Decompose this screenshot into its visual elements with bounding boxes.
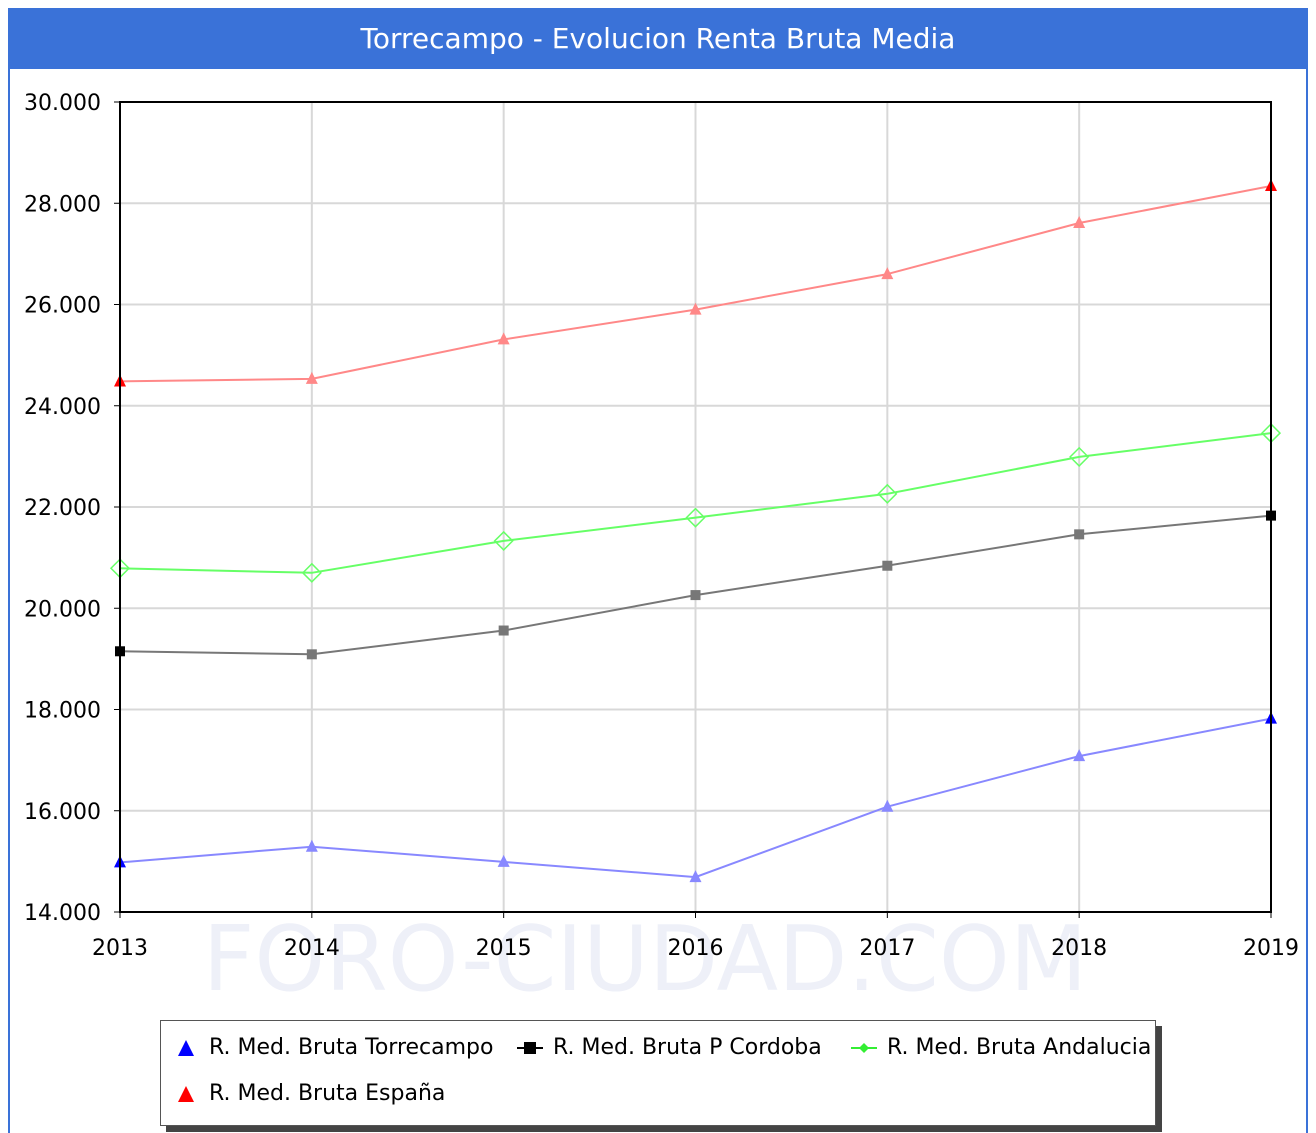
chart-title: Torrecampo - Evolucion Renta Bruta Media [360,22,956,55]
x-tick-label: 2013 [92,936,148,961]
watermark-text: FORO-CIUDAD.COM [203,907,1088,1010]
red-triangle-icon [178,1085,194,1102]
y-tick-label: 24.000 [24,395,101,420]
legend-item-torrecampo: R. Med. Bruta Torrecampo [171,1035,494,1060]
legend-label: R. Med. Bruta Torrecampo [209,1035,494,1060]
black-square-icon [517,1041,543,1054]
data-point-andalucia [301,562,322,583]
x-tick-label: 2019 [1243,936,1299,961]
y-tick-label: 26.000 [24,294,101,319]
grid-lines [119,101,1272,913]
legend-label: R. Med. Bruta P Cordoba [553,1035,822,1060]
data-point-cordoba [690,590,701,601]
data-point-torrecampo [497,854,510,867]
x-tick-label: 2014 [284,936,340,961]
chart-title-bar: Torrecampo - Evolucion Renta Bruta Media [8,8,1308,69]
series-torrecampo [114,711,1277,883]
legend-label: R. Med. Bruta Andalucia [887,1035,1152,1060]
data-point-espana [305,371,318,384]
series-andalucia [109,423,1282,583]
y-axis-ticks: 14.000 16.000 18.000 20.000 22.000 24.000 26.0… [24,91,120,926]
data-point-andalucia [1069,446,1090,467]
y-tick-label: 20.000 [24,597,101,622]
x-tick-label: 2017 [859,936,915,961]
data-point-torrecampo [689,870,702,883]
blue-triangle-icon [178,1039,194,1056]
x-tick-label: 2016 [668,936,724,961]
x-tick-label: 2018 [1051,936,1107,961]
data-point-andalucia [877,483,898,504]
data-point-cordoba [498,625,509,636]
line-chart: FORO-CIUDAD.COM 14.000 16.000 18.000 20.000… [24,91,1299,1010]
data-point-torrecampo [881,799,894,812]
y-tick-label: 16.000 [24,800,101,825]
data-point-cordoba [1074,529,1085,540]
legend: R. Med. Bruta Torrecampo R. Med. Bruta P… [160,1020,1156,1126]
y-tick-label: 14.000 [24,901,101,926]
x-tick-label: 2015 [476,936,532,961]
data-point-espana [1073,215,1086,228]
x-axis-ticks: 2013 2014 2015 2016 2017 2018 2019 [92,912,1299,961]
data-point-andalucia [493,530,514,551]
y-tick-label: 18.000 [24,699,101,724]
legend-item-andalucia: R. Med. Bruta Andalucia [849,1035,1151,1060]
data-point-cordoba [882,560,893,571]
data-point-torrecampo [1073,749,1086,762]
data-point-espana [689,302,702,315]
data-point-cordoba [306,649,317,660]
legend-item-espana: R. Med. Bruta España [171,1081,445,1106]
y-tick-label: 22.000 [24,496,101,521]
series-line-andalucia [119,432,1272,574]
green-diamond-icon [851,1042,877,1053]
legend-item-cordoba: R. Med. Bruta P Cordoba [515,1035,822,1060]
data-point-espana [497,332,510,345]
y-tick-label: 30.000 [24,91,101,116]
legend-label: R. Med. Bruta España [209,1081,446,1106]
data-point-espana [881,267,894,280]
data-point-andalucia [685,507,706,528]
plot-area-border [119,101,1272,913]
data-point-torrecampo [305,839,318,852]
y-tick-label: 28.000 [24,192,101,217]
